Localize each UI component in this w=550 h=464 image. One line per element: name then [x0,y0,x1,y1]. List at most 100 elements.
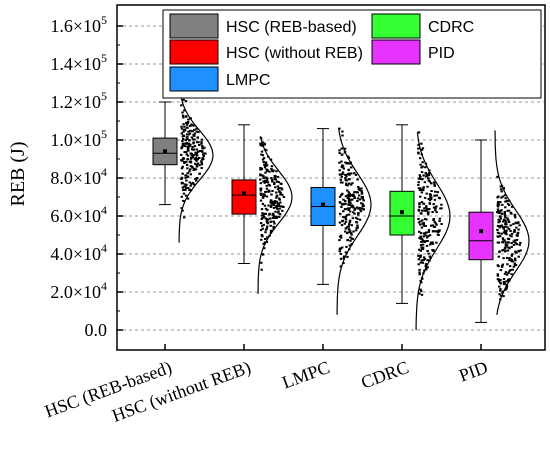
mean-marker [321,202,325,207]
data-point [196,136,199,139]
data-point [189,117,192,120]
data-point [282,196,286,198]
data-point [502,231,506,234]
series-cdrc [389,124,451,330]
data-point [499,294,503,297]
data-point [260,150,264,153]
data-point [185,179,188,182]
data-point [504,197,507,200]
data-point [273,202,277,204]
data-point [506,209,509,212]
data-point [264,207,268,210]
data-point [338,127,341,130]
data-point [264,212,268,215]
data-point [267,204,270,207]
data-point [270,193,273,196]
y-tick-label: 1.4×105 [50,51,107,74]
data-point [420,189,423,191]
data-point [432,225,436,228]
data-point [500,196,503,199]
data-point [435,194,438,197]
data-point [340,165,343,168]
data-point [197,150,200,153]
mean-marker [242,191,246,196]
data-point [423,218,427,220]
data-point [344,202,347,205]
data-point [259,178,262,181]
data-point [344,251,348,254]
data-point [420,241,423,243]
data-point [432,230,435,233]
data-point [427,235,430,238]
data-point [264,238,267,240]
data-point [282,206,285,208]
y-tick-label: 2.0×104 [50,279,107,302]
data-point [422,235,425,238]
data-point [504,206,507,209]
data-point [198,157,201,159]
data-point [428,255,431,258]
data-point [263,143,266,146]
data-point [420,201,424,204]
legend-swatch [169,66,219,92]
data-point [355,221,359,224]
data-point [182,144,185,147]
data-point [276,175,280,178]
data-point [188,170,191,173]
data-point [180,132,183,135]
data-point [189,124,192,127]
data-point [423,269,426,272]
data-point [271,190,274,192]
data-point [421,147,425,150]
data-point [200,160,203,163]
data-point [184,187,188,190]
data-point [263,163,266,166]
data-point [262,215,266,218]
data-point [418,248,421,251]
data-point [508,247,511,250]
data-point [515,251,518,254]
data-point [420,281,423,284]
data-point [353,172,356,175]
data-point [419,187,422,190]
data-point [419,261,422,264]
series-hsc-without-reb [231,124,293,294]
data-point [182,157,186,160]
data-point [510,242,513,245]
data-point [348,178,351,181]
data-point [420,166,423,169]
data-point [425,231,428,234]
data-point [278,198,281,201]
data-point [426,213,430,216]
data-point [433,220,436,223]
data-point [348,221,352,223]
data-point [270,177,273,180]
data-point [200,167,203,169]
data-point [344,218,348,221]
data-point [344,195,348,198]
data-point [348,219,352,222]
data-point [504,231,507,234]
data-point [338,149,341,152]
data-point [515,243,518,246]
data-point [499,298,502,301]
data-point [348,182,351,185]
data-point [496,264,499,267]
data-point [417,151,420,154]
data-point [338,248,341,251]
data-point [274,175,277,178]
data-point [260,268,263,271]
data-point [506,263,509,266]
data-point [360,202,363,205]
data-point [512,265,516,268]
data-point [193,145,197,148]
data-point [505,229,508,232]
data-point [506,237,510,240]
data-point [181,186,184,189]
data-point [435,230,438,233]
data-point [184,100,188,103]
data-point [347,213,351,216]
data-point [427,198,430,200]
data-point [189,168,192,171]
series-pid [468,130,530,323]
